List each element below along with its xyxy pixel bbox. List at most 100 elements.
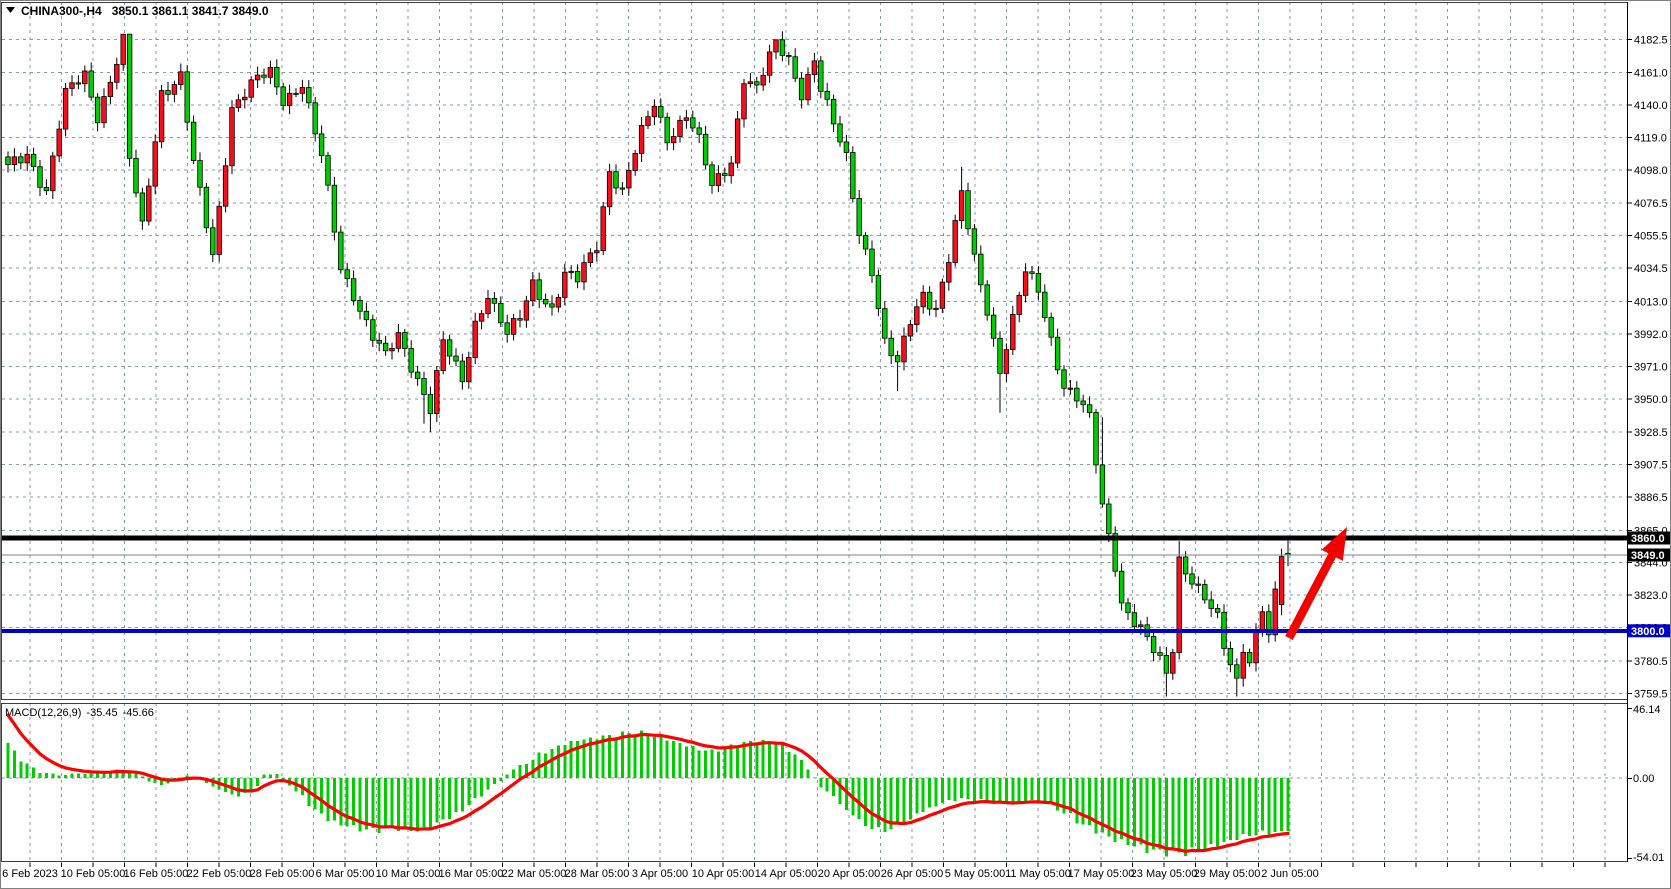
bear-candle <box>613 171 619 189</box>
bull-candle <box>56 128 62 157</box>
price-axis[interactable]: 4182.5 4161.0 4140.0 4119.0 4098.0 4076.5 4055… <box>1627 2 1671 862</box>
symbol-dropdown-icon[interactable] <box>6 7 15 13</box>
horizontal-level-lines[interactable] <box>2 535 1627 633</box>
bear-candle <box>830 98 837 125</box>
bear-candle <box>1048 317 1054 338</box>
bear-candle <box>446 339 453 357</box>
bull-candle <box>1272 588 1278 636</box>
macd-histogram <box>6 730 1290 857</box>
bear-candle <box>414 371 421 379</box>
bear-candle <box>350 278 357 301</box>
symbol-period-label: CHINA300-,H4 <box>21 4 102 18</box>
trend-arrow-shaft[interactable] <box>1285 548 1339 640</box>
price-tick-label: 3907.5 <box>1634 460 1668 472</box>
bull-candle <box>1170 652 1176 674</box>
bull-candle <box>555 297 562 308</box>
bull-candle <box>146 185 152 222</box>
bear-candle <box>139 192 146 222</box>
bear-candle <box>5 156 11 166</box>
time-tick-label: 10 Apr 05:00 <box>692 868 754 880</box>
bear-candle <box>754 81 760 86</box>
time-tick-label: 6 Mar 05:00 <box>316 868 375 880</box>
bull-candle <box>914 306 920 325</box>
bull-candle <box>766 51 773 76</box>
bull-candle <box>651 105 658 118</box>
bull-candle <box>389 347 395 352</box>
bear-candle <box>37 166 43 188</box>
bear-candle <box>818 60 824 92</box>
macd-signal-line <box>6 713 1290 853</box>
bear-candle <box>824 91 830 100</box>
trend-arrow[interactable] <box>1285 527 1347 640</box>
bear-candle <box>664 116 670 144</box>
bear-candle <box>549 303 555 308</box>
bear-candle <box>837 123 843 143</box>
bear-candle <box>1035 273 1042 293</box>
bear-candle <box>190 121 197 161</box>
bull-candle <box>606 171 613 208</box>
price-tick-label: 4076.5 <box>1634 198 1668 210</box>
bear-candle <box>43 186 50 192</box>
bear-candle <box>709 164 715 186</box>
bull-candle <box>1067 387 1074 390</box>
bear-candle <box>971 228 978 255</box>
bull-candle <box>1259 611 1266 633</box>
time-tick-label: 28 Feb 05:00 <box>250 868 315 880</box>
bull-candle <box>235 99 242 109</box>
bear-candle <box>1112 533 1118 572</box>
bear-candle <box>408 348 414 373</box>
bull-candle <box>114 64 120 83</box>
price-tick-label: 4013.0 <box>1634 296 1668 308</box>
bull-candle <box>50 155 56 192</box>
bear-candle <box>94 96 101 124</box>
bull-candle <box>626 170 632 189</box>
bear-candle <box>453 355 459 362</box>
chart-title: CHINA300-,H4 3850.1 3861.1 3841.7 3849.0 <box>21 4 269 18</box>
price-tick-label: 4182.5 <box>1634 34 1668 46</box>
bull-candle <box>632 153 638 171</box>
time-tick-label: 14 Apr 05:00 <box>755 868 817 880</box>
bear-candle <box>1227 648 1234 666</box>
bear-candle <box>926 291 933 310</box>
bull-candle <box>395 332 402 349</box>
bull-candle <box>670 136 677 144</box>
bull-candle <box>242 96 248 101</box>
bear-candle <box>312 102 318 135</box>
bull-candle <box>171 84 178 95</box>
bull-candle <box>523 300 530 321</box>
bull-candle <box>62 87 69 130</box>
bull-candle <box>485 298 491 315</box>
bull-candle <box>638 125 645 154</box>
bear-candle <box>370 319 376 341</box>
bull-candle <box>440 339 446 371</box>
bull-candle <box>677 119 683 137</box>
trend-arrow-head[interactable] <box>1321 527 1347 561</box>
time-tick-label: 20 Apr 05:00 <box>818 868 880 880</box>
ohlc-readout: 3850.1 3861.1 3841.7 3849.0 <box>112 4 269 18</box>
bear-candle <box>459 360 466 383</box>
bear-candle <box>536 279 542 300</box>
bear-candle <box>1093 412 1099 466</box>
bull-candle <box>568 270 574 273</box>
bear-candle <box>306 87 312 104</box>
bull-candle <box>24 153 30 164</box>
macd-indicator-label: MACD(12,26,9) -35.45 -45.66 <box>5 707 154 719</box>
bear-candle <box>1029 271 1035 274</box>
bear-candle <box>126 33 133 159</box>
bear-candle <box>1163 654 1170 674</box>
bear-candle <box>1131 612 1138 627</box>
bull-candle <box>645 116 651 126</box>
bear-candle <box>1202 584 1208 601</box>
bull-candle <box>152 141 158 187</box>
bull-candle <box>1010 314 1016 351</box>
bear-candle <box>1246 652 1253 664</box>
macd-axis[interactable]: 46.14 0.00 -54.01 <box>1627 704 1665 864</box>
bull-candle <box>1278 556 1285 605</box>
bear-candle <box>965 190 971 230</box>
bear-candle <box>894 355 901 363</box>
bear-candle <box>197 160 203 188</box>
candlestick-series[interactable] <box>5 31 1291 697</box>
bear-candle <box>1061 369 1067 389</box>
